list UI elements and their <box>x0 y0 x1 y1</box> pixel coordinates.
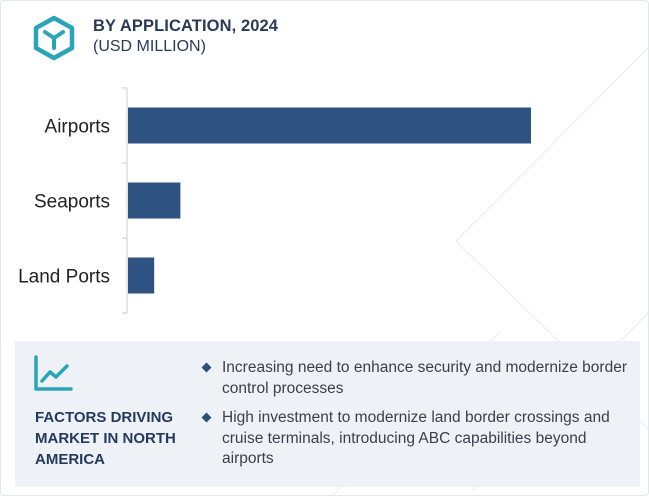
category-label: Airports <box>45 117 110 138</box>
list-item-text: Increasing need to enhance security and … <box>222 359 627 397</box>
category-label: Seaports <box>34 192 110 213</box>
factors-heading: FACTORS DRIVING MARKET IN NORTH AMERICA <box>35 409 176 468</box>
diamond-bullet-icon <box>201 362 212 373</box>
category-label: Land Ports <box>18 267 110 288</box>
list-item: High investment to modernize land border… <box>200 408 630 470</box>
bar-chart: Airports Seaports Land Ports <box>18 87 531 314</box>
factors-list: Increasing need to enhance security and … <box>200 358 630 479</box>
bar <box>128 182 181 219</box>
chart-subtitle: (USD MILLION) <box>93 38 206 55</box>
bar <box>128 107 531 144</box>
hexagon-y-logo-icon <box>33 15 75 61</box>
list-item: Increasing need to enhance security and … <box>200 358 630 399</box>
bar <box>128 257 155 294</box>
diamond-bullet-icon <box>201 412 212 423</box>
trend-line-icon <box>34 355 73 391</box>
list-item-text: High investment to modernize land border… <box>222 409 610 467</box>
chart-title: BY APPLICATION, 2024 <box>93 17 279 35</box>
factors-panel: FACTORS DRIVING MARKET IN NORTH AMERICA … <box>15 341 640 487</box>
